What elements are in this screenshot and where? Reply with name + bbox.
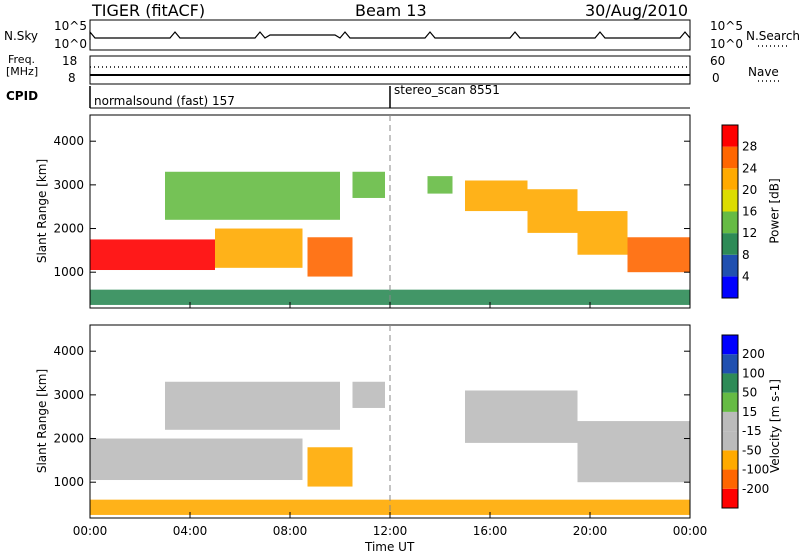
colorbar-cell [722,469,738,489]
colorbar-tick-label: -15 [742,424,762,438]
colorbar-frame-0 [721,124,739,299]
colorbar-cell [722,373,738,393]
cpid-segment-2: stereo_scan 8551 [394,83,500,97]
colorbar-cell [722,392,738,412]
cpid-segment-1: normalsound (fast) 157 [94,94,235,108]
radar-title: TIGER (fitACF) [92,1,206,20]
power-echo-region [352,171,385,198]
x-axis-label: Time UT [365,540,415,554]
colorbar-tick-label: 28 [742,140,757,154]
nsky-axis-top: 10^5 [54,19,87,33]
nsearch-label: N.Search [746,29,800,43]
power-echo-region [527,189,578,233]
colorbar-cell [722,335,738,355]
nsky-axis-bottom: 10^0 [54,37,87,51]
colorbar-cell [722,168,738,190]
colorbar-cell [722,488,738,508]
colorbar-tick-label: 100 [742,366,765,380]
velocity-ylabel: Slant Range [km] [35,368,50,474]
y-tick-label: 2000 [53,432,84,446]
x-tick-label: 00:00 [673,524,708,538]
colorbar-tick-label: 4 [742,269,750,283]
colorbar-cell [722,146,738,169]
beam-label: Beam 13 [355,1,427,20]
colorbar-tick-label: 20 [742,183,757,197]
colorbar-cell [722,354,738,374]
nave-axis-bottom: 0 [712,71,720,85]
x-tick-label: 04:00 [173,524,208,538]
power-colorbar-label: Power [dB] [767,178,782,244]
nsky-label: N.Sky [4,29,39,43]
velocity-echo-region [352,381,385,408]
y-tick-label: 1000 [53,265,84,279]
freq-panel [89,55,691,85]
nave-label: Nave [748,65,779,79]
nsky-panel [89,19,691,51]
y-tick-label: 3000 [53,388,84,402]
x-tick-label: 08:00 [273,524,308,538]
colorbar-tick-label: -100 [742,463,769,477]
velocity-echo-region [465,390,578,443]
nsearch-axis-bottom: 10^0 [710,37,743,51]
velocity-echo-region [90,438,303,481]
power-echo-region [627,237,690,273]
y-tick-label: 3000 [53,178,84,192]
colorbar-cell [722,431,738,451]
power-ylabel: Slant Range [km] [35,158,50,264]
colorbar-cell [722,254,738,277]
power-echo-region [215,228,303,268]
colorbar-cell [722,450,738,470]
date-label: 30/Aug/2010 [585,1,689,20]
colorbar-cell [722,411,738,432]
nsky-trace [89,30,691,40]
power-echo-region [165,171,340,220]
nave-axis-top: 60 [710,54,726,68]
y-tick-label: 4000 [53,344,84,358]
power-echo-region [307,237,353,277]
nsearch-axis-top: 10^5 [710,19,743,33]
colorbar-cell [722,125,738,147]
y-tick-label: 4000 [53,134,84,148]
colorbar-tick-label: 24 [742,161,757,175]
colorbar-tick-label: 200 [742,347,765,361]
colorbar-tick-label: 50 [742,386,757,400]
colorbar-tick-label: -50 [742,443,762,457]
colorbar-tick-label: 8 [742,248,750,262]
colorbar-cell [722,276,738,298]
colorbar-tick-label: 16 [742,205,757,219]
velocity-echo-region [165,381,340,430]
colorbar-tick-label: 12 [742,226,757,240]
velocity-echo-region [307,447,353,487]
freq-label: Freq. [8,53,36,66]
colorbar-cell [722,233,738,255]
power-echo-region [577,211,628,255]
power-echo-region [90,239,215,271]
colorbar-cell [722,189,738,212]
colorbar-cell [722,211,738,234]
freq-axis-top: 18 [62,54,78,68]
y-tick-label: 2000 [53,222,84,236]
power-echo-region [427,176,453,194]
velocity-echo-region [577,421,690,483]
colorbar-tick-label: 15 [742,405,757,419]
freq-unit: [MHz] [6,65,39,78]
colorbar-tick-label: -200 [742,482,769,496]
power-echo-region [465,180,528,212]
y-tick-label: 1000 [53,475,84,489]
x-tick-label: 00:00 [73,524,108,538]
freq-axis-bottom: 8 [68,71,76,85]
velocity-colorbar-label: Velocity [m s-1] [767,379,782,473]
x-tick-label: 16:00 [473,524,508,538]
x-tick-label: 20:00 [573,524,608,538]
colorbar-frame-1 [721,334,739,509]
cpid-label: CPID [6,89,39,103]
x-tick-label: 12:00 [373,524,408,538]
